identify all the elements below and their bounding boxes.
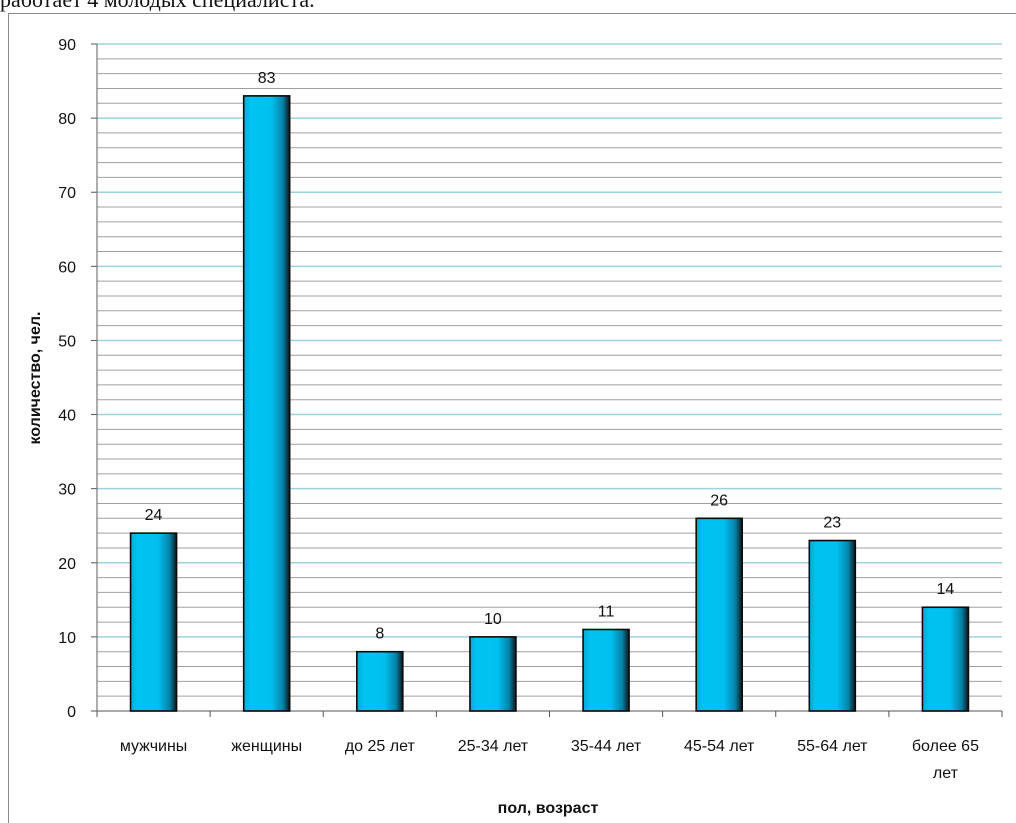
axes [91,43,1003,717]
gridlines [97,43,1002,697]
data-label: 10 [484,611,502,628]
bar [469,636,517,712]
y-tick-label: 40 [58,408,76,425]
data-label: 23 [823,515,841,532]
y-tick-label: 90 [58,37,76,54]
x-tick-label: более 65 лет [912,738,979,782]
y-axis-title: количество, чел. [27,312,44,445]
data-label: 11 [598,603,615,620]
labels: 0 10 20 30 40 50 60 70 80 90 24 мужчины 83 женщины 8 до… [58,37,979,782]
bar [921,606,970,712]
top-caption: работает 4 молодых специалиста. [0,0,1016,14]
bar [808,539,857,712]
y-tick-label: 50 [58,333,76,350]
x-axis-title: пол, возраст [498,800,599,817]
x-tick-label: 55-64 лет [797,738,868,755]
x-tick-label: до 25 лет [345,738,416,755]
x-tick-label: женщины [231,738,302,755]
bar [356,650,404,712]
x-tick-label: 35-44 лет [571,738,642,755]
bars [129,95,970,712]
data-label: 14 [937,581,955,598]
y-tick-label: 0 [67,704,76,721]
bar [695,517,743,712]
data-label: 24 [145,507,163,524]
bar [242,95,291,712]
bar [582,628,630,712]
y-tick-label: 70 [58,185,76,202]
bar [129,532,178,712]
data-label: 8 [375,626,384,643]
x-tick-label: мужчины [120,738,188,755]
y-tick-label: 60 [58,259,76,276]
data-label: 26 [710,492,728,509]
y-tick-label: 10 [58,630,76,647]
y-tick-label: 20 [58,556,76,573]
y-tick-label: 30 [58,482,76,499]
data-label: 83 [258,70,276,87]
x-tick-label: 45-54 лет [684,738,755,755]
x-tick-label: 25-34 лет [458,738,529,755]
chart-frame [8,13,1016,823]
y-tick-label: 80 [58,111,76,128]
